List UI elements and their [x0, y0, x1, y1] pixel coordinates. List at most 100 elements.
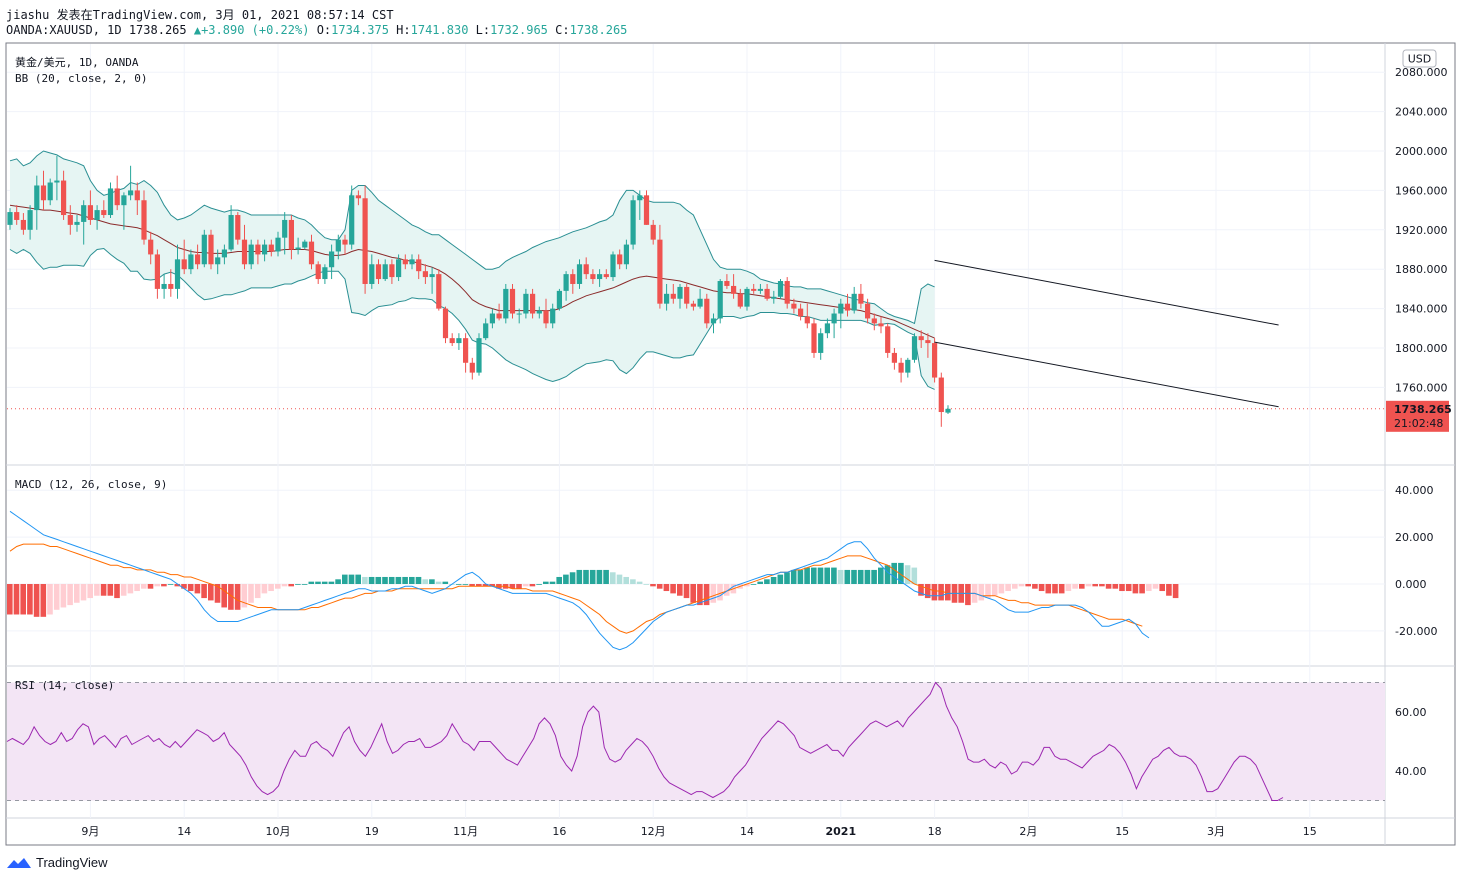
candle-body	[938, 377, 944, 413]
low-label: L:	[475, 23, 491, 37]
candle-body	[643, 195, 650, 225]
macd-histogram-bar	[824, 567, 830, 584]
macd-histogram-bar	[107, 584, 114, 596]
macd-histogram-bar	[335, 579, 341, 584]
price-pane[interactable]	[7, 150, 1385, 427]
macd-histogram-bar	[1038, 584, 1045, 592]
macd-histogram-bar	[114, 584, 120, 599]
macd-histogram-bar	[295, 584, 301, 585]
macd-histogram-bar	[476, 584, 482, 587]
currency-button[interactable]: USD	[1402, 49, 1437, 68]
candle-body	[288, 219, 294, 250]
rsi-legend[interactable]: RSI (14, close)	[15, 679, 114, 692]
candle-body	[141, 200, 147, 240]
macd-histogram-bar	[884, 565, 891, 584]
candle-body	[355, 195, 361, 199]
candle-body	[342, 239, 348, 245]
time-tick-label: 3月	[1207, 825, 1225, 838]
candle-body	[456, 338, 462, 344]
macd-histogram-bar	[281, 584, 288, 587]
rsi-pane[interactable]	[6, 681, 1385, 801]
macd-histogram-bar	[817, 567, 824, 584]
macd-histogram-bar	[348, 574, 355, 584]
macd-histogram-bar	[362, 576, 368, 584]
price-tick-label: 2080.000	[1395, 66, 1448, 79]
macd-histogram-bar	[543, 581, 549, 584]
macd-histogram-bar	[47, 584, 53, 615]
price-tick-label: 2000.000	[1395, 145, 1448, 158]
macd-histogram-bar	[911, 567, 918, 584]
candle-body	[215, 257, 221, 265]
macd-histogram-bar	[489, 584, 495, 587]
macd-histogram-bar	[878, 567, 884, 584]
publish-info: jiashu 发表在TradingView.com, 3月 01, 2021 0…	[6, 8, 394, 22]
macd-histogram-bar	[388, 576, 395, 584]
candle-body	[389, 264, 395, 278]
candle-body	[476, 338, 482, 373]
bb-legend[interactable]: BB (20, close, 2, 0)	[15, 72, 147, 85]
macd-histogram-bar	[435, 581, 442, 584]
candle-body	[483, 323, 489, 339]
candle-body	[248, 244, 254, 265]
macd-histogram-bar	[529, 584, 536, 587]
currency-label: USD	[1408, 53, 1432, 66]
macd-histogram-bar	[610, 572, 616, 584]
macd-histogram-bar	[1032, 584, 1038, 589]
candle-body	[54, 180, 60, 183]
macd-histogram-bar	[261, 584, 268, 594]
candle-body	[858, 293, 864, 304]
macd-legend[interactable]: MACD (12, 26, close, 9)	[15, 478, 167, 491]
candle-body	[121, 195, 127, 206]
candle-body	[101, 210, 107, 216]
candle-body	[563, 274, 569, 291]
macd-histogram-bar	[167, 584, 174, 585]
candle-body	[650, 224, 656, 240]
macd-histogram-bar	[1105, 584, 1112, 589]
macd-histogram-bar	[100, 584, 107, 596]
tradingview-brand: TradingView	[36, 855, 108, 870]
candle-body	[335, 239, 341, 252]
candle-body	[14, 212, 20, 220]
candle-body	[7, 212, 13, 225]
macd-histogram-bar	[938, 584, 944, 601]
macd-tick-label: 40.000	[1395, 484, 1434, 497]
macd-histogram-bar	[857, 569, 864, 584]
candle-body	[724, 281, 730, 286]
macd-histogram-bar	[87, 584, 93, 599]
candle-body	[20, 219, 26, 230]
candle-body	[208, 234, 214, 265]
price-tick-label: 2040.000	[1395, 106, 1448, 119]
macd-histogram-bar	[7, 584, 13, 615]
candle-body	[195, 254, 201, 265]
macd-histogram-bar	[683, 584, 690, 599]
macd-histogram-bar	[301, 584, 308, 585]
macd-histogram-bar	[1018, 584, 1025, 587]
price-tag-value: 1738.265	[1394, 403, 1452, 416]
candle-body	[871, 318, 877, 324]
candle-body	[40, 185, 47, 201]
macd-histogram-bar	[1159, 584, 1165, 592]
macd-histogram-bar	[663, 584, 670, 592]
candle-body	[911, 336, 918, 360]
candle-body	[838, 303, 844, 314]
candle-body	[154, 254, 160, 289]
macd-histogram-bar	[1012, 584, 1018, 589]
candle-body	[570, 274, 576, 284]
candle-body	[885, 326, 891, 353]
time-tick-label: 16	[552, 825, 566, 838]
candle-body	[576, 264, 583, 284]
macd-histogram-bar	[187, 584, 194, 592]
candle-body	[898, 362, 904, 373]
bb-fill	[10, 151, 935, 390]
macd-histogram-bar	[120, 584, 127, 596]
price-tick-label: 1880.000	[1395, 263, 1448, 276]
candle-body	[791, 303, 797, 309]
bb-lower-band	[9, 247, 935, 390]
macd-histogram-bar	[254, 584, 261, 599]
macd-pane[interactable]	[7, 510, 1179, 651]
trendline-lower	[934, 341, 1279, 408]
macd-histogram-bar	[797, 569, 804, 584]
tradingview-logo[interactable]: TradingView	[6, 855, 108, 870]
macd-histogram-bar	[1072, 584, 1078, 589]
